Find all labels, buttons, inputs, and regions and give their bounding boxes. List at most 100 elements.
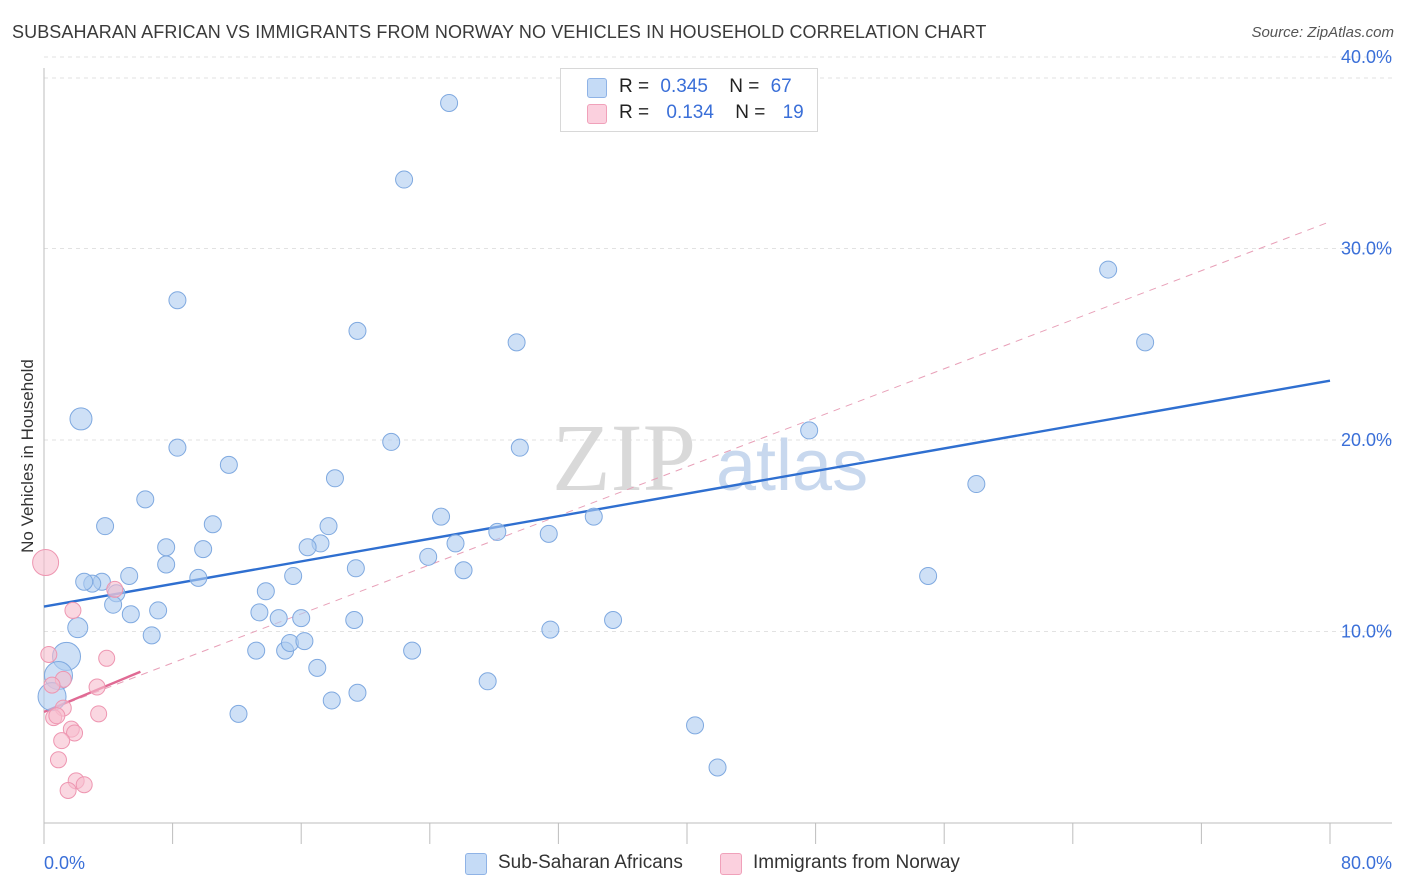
data-point-norway <box>40 645 58 663</box>
data-point-subsaharan <box>292 609 311 628</box>
legend-r-label: R = <box>619 102 650 123</box>
data-point-subsaharan <box>136 490 155 509</box>
legend-n-value: 67 <box>770 76 792 97</box>
data-point-subsaharan <box>284 566 303 585</box>
y-axis-label: No Vehicles in Household <box>18 359 37 553</box>
data-point-norway <box>48 707 66 725</box>
legend-r-value: 0.134 <box>666 102 714 123</box>
data-point-subsaharan <box>919 566 938 585</box>
data-point-norway <box>43 676 61 694</box>
data-point-norway <box>75 776 93 794</box>
data-point-subsaharan <box>348 321 367 340</box>
data-point-subsaharan <box>322 691 341 710</box>
data-point-subsaharan <box>189 568 208 587</box>
data-point-subsaharan <box>247 641 266 660</box>
grid-lines <box>44 56 1392 632</box>
data-point-subsaharan <box>325 469 344 488</box>
data-point-subsaharan <box>157 555 176 574</box>
legend-swatch-pink <box>587 104 607 124</box>
data-point-subsaharan <box>1099 260 1118 279</box>
data-point-subsaharan <box>800 421 819 440</box>
data-point-norway <box>66 724 84 742</box>
data-point-norway <box>98 649 116 667</box>
data-point-subsaharan <box>194 540 213 559</box>
data-point-norway <box>49 751 67 769</box>
data-point-subsaharan <box>250 603 269 622</box>
data-point-subsaharan <box>454 561 473 580</box>
chart-title: SUBSAHARAN AFRICAN VS IMMIGRANTS FROM NO… <box>12 22 987 42</box>
bottom-legend-label-blue: Sub-Saharan Africans <box>498 852 683 873</box>
data-point-subsaharan <box>541 620 560 639</box>
data-point-subsaharan <box>446 534 465 553</box>
legend-r-label: R = <box>619 76 650 97</box>
data-point-norway <box>59 781 77 799</box>
x-tick-label: 80.0% <box>1341 853 1392 873</box>
data-point-subsaharan <box>419 547 438 566</box>
data-point-subsaharan <box>1136 333 1155 352</box>
data-point-subsaharan <box>157 538 176 557</box>
legend-n-label: N = <box>735 102 766 123</box>
data-point-subsaharan <box>67 617 89 639</box>
data-point-subsaharan <box>440 93 459 112</box>
data-point-subsaharan <box>507 333 526 352</box>
data-point-subsaharan <box>149 601 168 620</box>
data-point-subsaharan <box>308 658 327 677</box>
data-point-subsaharan <box>96 517 115 536</box>
trend-line-subsaharan <box>43 379 1331 608</box>
y-tick-label: 30.0% <box>1341 239 1392 259</box>
data-point-norway <box>53 732 71 750</box>
data-point-subsaharan <box>708 758 727 777</box>
source-label: Source: ZipAtlas.com <box>1251 24 1394 41</box>
data-point-subsaharan <box>539 524 558 543</box>
x-tick-label: 0.0% <box>44 853 85 873</box>
data-point-subsaharan <box>295 632 314 651</box>
data-point-subsaharan <box>345 611 364 630</box>
bottom-legend-swatch-pink <box>720 853 742 875</box>
data-point-subsaharan <box>142 626 161 645</box>
legend-n-label: N = <box>729 76 760 97</box>
data-point-subsaharan <box>256 582 275 601</box>
data-points <box>32 93 1155 799</box>
data-point-norway <box>88 678 106 696</box>
data-point-subsaharan <box>229 704 248 723</box>
bottom-legend-swatch-blue <box>465 853 487 875</box>
data-point-subsaharan <box>382 432 401 451</box>
data-point-subsaharan <box>604 611 623 630</box>
tick-labels: 10.0% 20.0% 30.0% 40.0% 0.0% 80.0% <box>44 47 1392 873</box>
data-point-subsaharan <box>104 595 123 614</box>
data-point-norway <box>64 601 82 619</box>
data-point-subsaharan <box>75 572 94 591</box>
data-point-subsaharan <box>488 522 507 541</box>
watermark: ZIP atlas <box>552 404 868 511</box>
data-point-subsaharan <box>120 566 139 585</box>
data-point-subsaharan <box>967 475 986 494</box>
data-point-subsaharan <box>219 455 238 474</box>
trend-line-norway-extended <box>43 221 1331 713</box>
data-point-subsaharan <box>69 407 93 431</box>
legend: R = 0.345 N = 67 R = 0.134 N = 19 <box>560 68 818 132</box>
y-tick-label: 20.0% <box>1341 430 1392 450</box>
legend-r-value: 0.345 <box>660 76 708 97</box>
data-point-subsaharan <box>346 559 365 578</box>
data-point-subsaharan <box>478 672 497 691</box>
legend-swatch-blue <box>587 78 607 98</box>
data-point-norway <box>32 549 60 577</box>
data-point-subsaharan <box>298 538 317 557</box>
data-point-subsaharan <box>319 517 338 536</box>
data-point-subsaharan <box>203 515 222 534</box>
bottom-legend-label-pink: Immigrants from Norway <box>753 852 960 873</box>
data-point-norway <box>90 705 108 723</box>
data-point-subsaharan <box>510 438 529 457</box>
watermark-zip: ZIP <box>552 404 696 511</box>
y-tick-label: 40.0% <box>1341 47 1392 67</box>
data-point-subsaharan <box>686 716 705 735</box>
data-point-subsaharan <box>168 291 187 310</box>
y-tick-label: 10.0% <box>1341 622 1392 642</box>
data-point-subsaharan <box>432 507 451 526</box>
data-point-subsaharan <box>121 605 140 624</box>
legend-n-value: 19 <box>782 102 804 123</box>
data-point-subsaharan <box>269 609 288 628</box>
data-point-subsaharan <box>584 507 603 526</box>
data-point-norway <box>106 580 124 598</box>
